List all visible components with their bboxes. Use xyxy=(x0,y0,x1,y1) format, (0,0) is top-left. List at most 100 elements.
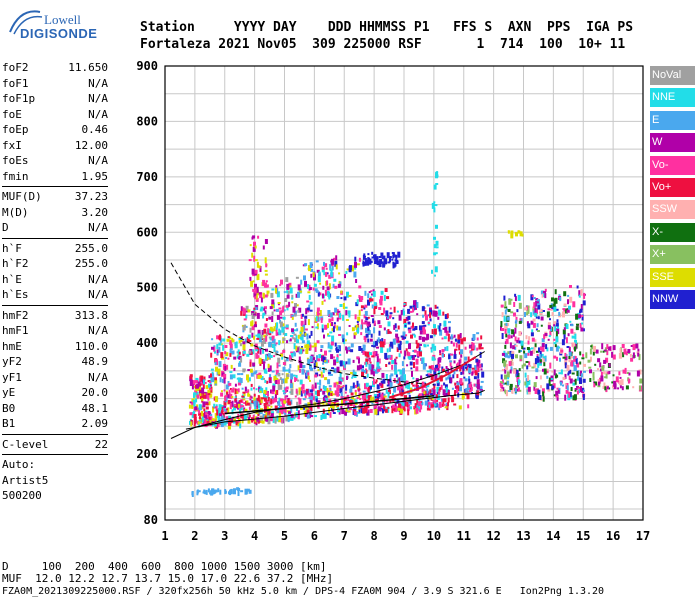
echo-point xyxy=(507,355,511,359)
echo-point xyxy=(355,324,359,330)
echo-point xyxy=(518,302,522,309)
echo-point xyxy=(398,377,401,382)
echo-point xyxy=(448,321,451,324)
echo-point xyxy=(299,331,302,334)
echo-point xyxy=(333,257,336,261)
echo-point xyxy=(294,313,297,317)
echo-point xyxy=(446,346,449,352)
echo-point xyxy=(460,365,463,370)
echo-point xyxy=(196,383,200,389)
echo-point xyxy=(324,360,327,363)
echo-point xyxy=(364,383,367,390)
echo-point xyxy=(424,337,428,341)
legend-item: SSW xyxy=(650,200,695,220)
echo-point xyxy=(249,361,252,367)
echo-point xyxy=(554,297,558,304)
echo-point xyxy=(278,340,281,346)
echo-point xyxy=(189,375,193,380)
echo-point xyxy=(275,287,277,294)
echo-point xyxy=(638,354,641,361)
echo-point xyxy=(336,366,340,373)
echo-point xyxy=(525,335,528,340)
echo-point xyxy=(345,384,348,391)
echo-point xyxy=(337,345,340,349)
echo-point xyxy=(272,383,276,388)
echo-point xyxy=(205,401,209,404)
echo-point xyxy=(407,321,411,325)
echo-point xyxy=(524,353,528,359)
echo-point xyxy=(412,333,415,336)
echo-point xyxy=(344,306,348,309)
echo-point xyxy=(241,395,245,398)
echo-point xyxy=(447,376,450,380)
echo-point xyxy=(350,372,353,374)
echo-point xyxy=(256,337,260,340)
echo-point xyxy=(441,353,444,358)
echo-point xyxy=(359,364,362,370)
echo-point xyxy=(345,319,349,321)
echo-point xyxy=(436,306,439,309)
echo-point xyxy=(550,308,553,311)
echo-point xyxy=(397,325,400,330)
echo-point xyxy=(416,313,419,316)
echo-point xyxy=(578,386,581,389)
echo-point xyxy=(370,315,374,317)
echo-point xyxy=(573,332,576,335)
echo-point xyxy=(462,365,465,371)
echo-point xyxy=(242,413,245,420)
echo-point xyxy=(293,310,297,316)
echo-point xyxy=(248,350,252,354)
echo-point xyxy=(256,275,259,281)
echo-point xyxy=(223,377,226,384)
echo-point xyxy=(501,352,505,356)
echo-point xyxy=(229,371,233,374)
echo-point xyxy=(266,400,270,403)
legend-item: NoVal xyxy=(650,66,695,85)
param-value: 22 xyxy=(94,437,108,451)
echo-point xyxy=(444,326,448,333)
echo-point xyxy=(548,335,551,338)
echo-point xyxy=(311,393,314,397)
echo-point xyxy=(338,345,341,352)
echo-point xyxy=(261,340,264,347)
echo-point xyxy=(544,288,547,292)
echo-point xyxy=(347,402,350,409)
echo-point xyxy=(286,290,289,294)
echo-point xyxy=(324,324,327,328)
echo-point xyxy=(510,232,514,239)
echo-point xyxy=(209,384,212,387)
echo-point xyxy=(379,382,382,386)
echo-point xyxy=(543,334,546,340)
echo-point xyxy=(524,312,526,317)
echo-point xyxy=(261,387,264,393)
echo-point xyxy=(436,367,440,371)
echo-point xyxy=(191,405,194,409)
param-row: foE N/A xyxy=(2,107,108,123)
echo-point xyxy=(360,324,363,330)
param-value: N/A xyxy=(88,92,108,105)
echo-point xyxy=(474,383,478,387)
echo-point xyxy=(599,368,602,372)
echo-point xyxy=(344,391,347,394)
echo-point xyxy=(354,403,358,405)
echo-point xyxy=(458,405,462,410)
echo-point xyxy=(298,356,301,363)
echo-point xyxy=(366,351,370,358)
echo-point xyxy=(604,386,607,391)
echo-point xyxy=(246,374,249,381)
echo-point xyxy=(327,372,331,375)
echo-point xyxy=(387,321,391,327)
echo-point xyxy=(505,325,508,331)
echo-point xyxy=(381,341,385,348)
echo-point xyxy=(592,376,595,381)
echo-point xyxy=(435,252,438,255)
echo-point xyxy=(589,369,592,374)
echo-point xyxy=(571,335,575,339)
echo-point xyxy=(279,384,283,390)
echo-point xyxy=(239,378,243,383)
echo-point xyxy=(553,355,557,359)
echo-point xyxy=(321,266,325,270)
echo-point xyxy=(245,305,249,311)
echo-point xyxy=(639,385,642,391)
x-tick-label: 10 xyxy=(427,529,441,543)
